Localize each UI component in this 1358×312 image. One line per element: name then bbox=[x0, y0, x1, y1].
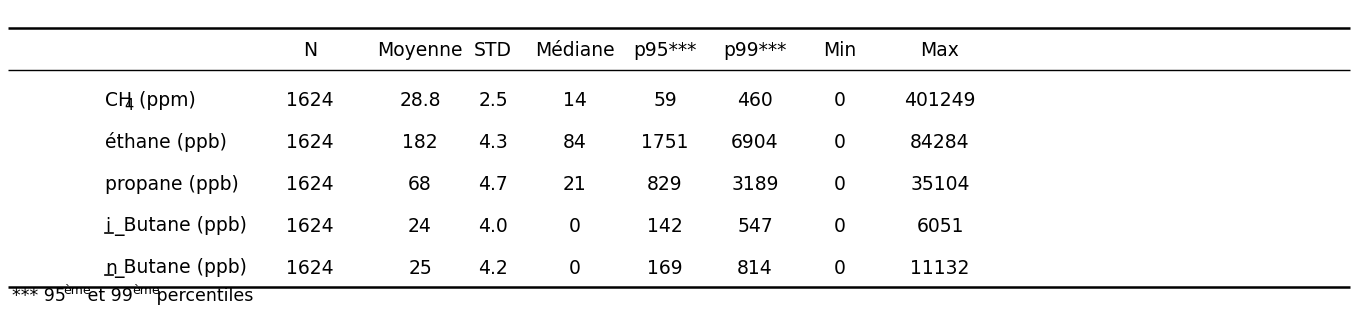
Text: 1624: 1624 bbox=[287, 90, 334, 110]
Text: 14: 14 bbox=[564, 90, 587, 110]
Text: 59: 59 bbox=[653, 90, 676, 110]
Text: 829: 829 bbox=[648, 174, 683, 193]
Text: 169: 169 bbox=[648, 259, 683, 277]
Text: 2.5: 2.5 bbox=[478, 90, 508, 110]
Text: 21: 21 bbox=[564, 174, 587, 193]
Text: 814: 814 bbox=[737, 259, 773, 277]
Text: Médiane: Médiane bbox=[535, 41, 615, 60]
Text: p95***: p95*** bbox=[633, 41, 697, 60]
Text: 4: 4 bbox=[124, 97, 133, 113]
Text: 182: 182 bbox=[402, 133, 437, 152]
Text: 1624: 1624 bbox=[287, 217, 334, 236]
Text: 4.2: 4.2 bbox=[478, 259, 508, 277]
Text: 0: 0 bbox=[834, 174, 846, 193]
Text: et 99: et 99 bbox=[81, 287, 133, 305]
Text: _Butane (ppb): _Butane (ppb) bbox=[114, 216, 247, 236]
Text: 401249: 401249 bbox=[904, 90, 976, 110]
Text: ème: ème bbox=[62, 285, 91, 298]
Text: 1624: 1624 bbox=[287, 259, 334, 277]
Text: 24: 24 bbox=[407, 217, 432, 236]
Text: 460: 460 bbox=[737, 90, 773, 110]
Text: n: n bbox=[105, 259, 117, 277]
Text: 1624: 1624 bbox=[287, 174, 334, 193]
Text: *** 95: *** 95 bbox=[12, 287, 67, 305]
Text: i: i bbox=[105, 217, 110, 236]
Text: 0: 0 bbox=[834, 217, 846, 236]
Text: 35104: 35104 bbox=[910, 174, 970, 193]
Text: éthane (ppb): éthane (ppb) bbox=[105, 132, 227, 152]
Text: 6051: 6051 bbox=[917, 217, 964, 236]
Text: 25: 25 bbox=[409, 259, 432, 277]
Text: 4.3: 4.3 bbox=[478, 133, 508, 152]
Text: Min: Min bbox=[823, 41, 857, 60]
Text: 547: 547 bbox=[737, 217, 773, 236]
Text: 0: 0 bbox=[834, 133, 846, 152]
Text: 6904: 6904 bbox=[731, 133, 778, 152]
Text: percentiles: percentiles bbox=[151, 287, 254, 305]
Text: ème: ème bbox=[133, 285, 160, 298]
Text: 11132: 11132 bbox=[910, 259, 970, 277]
Text: 1624: 1624 bbox=[287, 133, 334, 152]
Text: Max: Max bbox=[921, 41, 960, 60]
Text: propane (ppb): propane (ppb) bbox=[105, 174, 239, 193]
Text: 0: 0 bbox=[834, 259, 846, 277]
Text: 28.8: 28.8 bbox=[399, 90, 441, 110]
Text: 84: 84 bbox=[564, 133, 587, 152]
Text: 0: 0 bbox=[834, 90, 846, 110]
Text: 0: 0 bbox=[569, 259, 581, 277]
Text: 4.0: 4.0 bbox=[478, 217, 508, 236]
Text: 0: 0 bbox=[569, 217, 581, 236]
Text: STD: STD bbox=[474, 41, 512, 60]
Text: N: N bbox=[303, 41, 316, 60]
Text: 1751: 1751 bbox=[641, 133, 689, 152]
Text: 68: 68 bbox=[409, 174, 432, 193]
Text: Moyenne: Moyenne bbox=[378, 41, 463, 60]
Text: (ppm): (ppm) bbox=[133, 90, 196, 110]
Text: p99***: p99*** bbox=[724, 41, 786, 60]
Text: 4.7: 4.7 bbox=[478, 174, 508, 193]
Text: 3189: 3189 bbox=[731, 174, 778, 193]
Text: 84284: 84284 bbox=[910, 133, 970, 152]
Text: _Butane (ppb): _Butane (ppb) bbox=[114, 258, 247, 278]
Text: CH: CH bbox=[105, 90, 132, 110]
Text: 142: 142 bbox=[648, 217, 683, 236]
